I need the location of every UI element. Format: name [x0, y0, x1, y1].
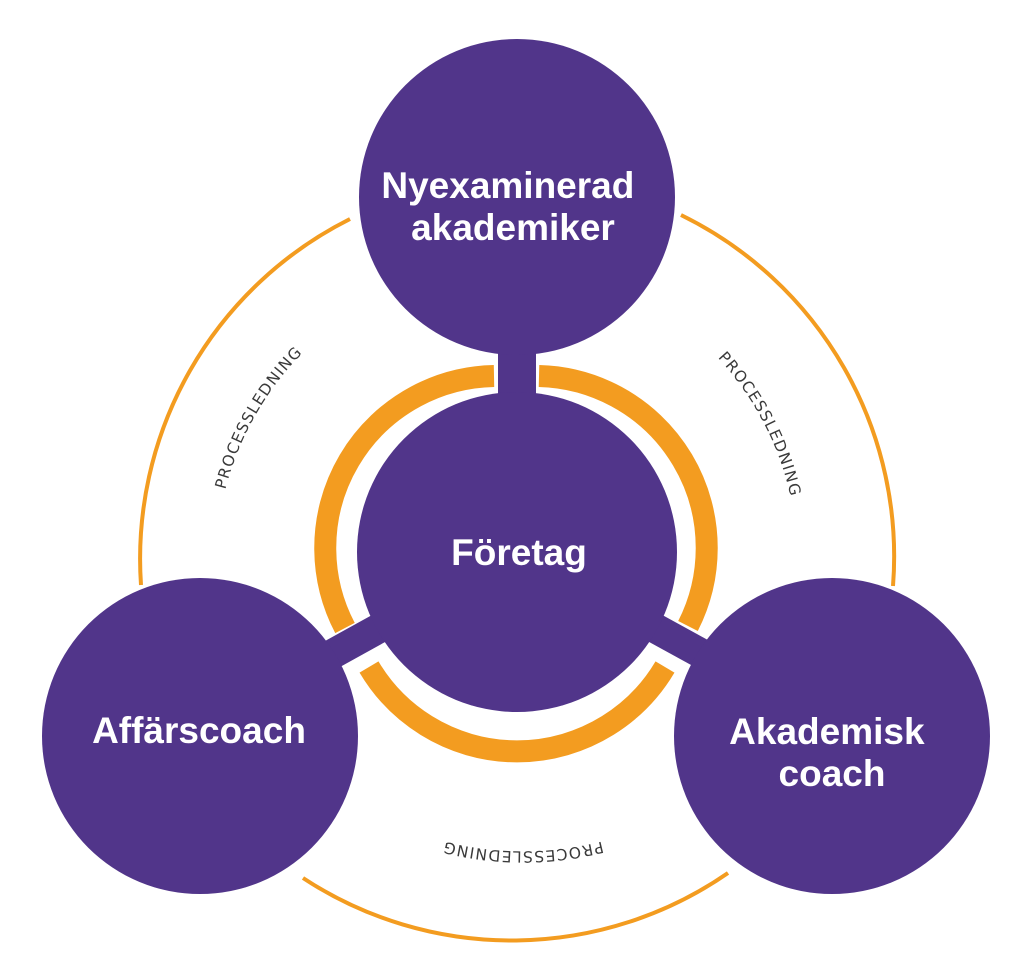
node-right-label: Akademisk coach	[729, 711, 935, 794]
node-left-label: Affärscoach	[92, 710, 306, 751]
node-right-circle	[674, 578, 990, 894]
outer-arc-left	[138, 217, 351, 586]
connector-label-left-path: PROCESSLEDNING	[212, 343, 305, 491]
outer-arc-bottom	[301, 871, 730, 943]
outer-ring	[138, 213, 897, 943]
outer-arc-right	[680, 213, 897, 587]
connector-label-left: PROCESSLEDNING	[212, 343, 306, 491]
node-right-line1: Akademisk	[729, 711, 925, 752]
inner-ring-segment-left	[314, 365, 495, 634]
node-top-circle	[359, 39, 675, 355]
connector-label-bottom: PROCESSLEDNING	[441, 838, 606, 866]
node-center-circle	[357, 392, 677, 712]
node-center-label: Företag	[451, 532, 587, 573]
connector-label-right-path: PROCESSLEDNING	[715, 348, 803, 498]
node-top-line2: akademiker	[411, 207, 615, 248]
node-left-circle	[42, 578, 358, 894]
connector-label-right: PROCESSLEDNING	[715, 348, 805, 498]
connector-label-bottom-path: PROCESSLEDNING	[441, 838, 604, 866]
inner-ring	[314, 365, 718, 763]
node-right-line2: coach	[779, 753, 886, 794]
node-top-line1: Nyexaminerad	[381, 165, 634, 206]
inner-ring-segment-right	[538, 365, 718, 631]
node-top-label: Nyexaminerad akademiker	[381, 165, 644, 248]
inner-ring-segment-bottom	[359, 661, 675, 763]
